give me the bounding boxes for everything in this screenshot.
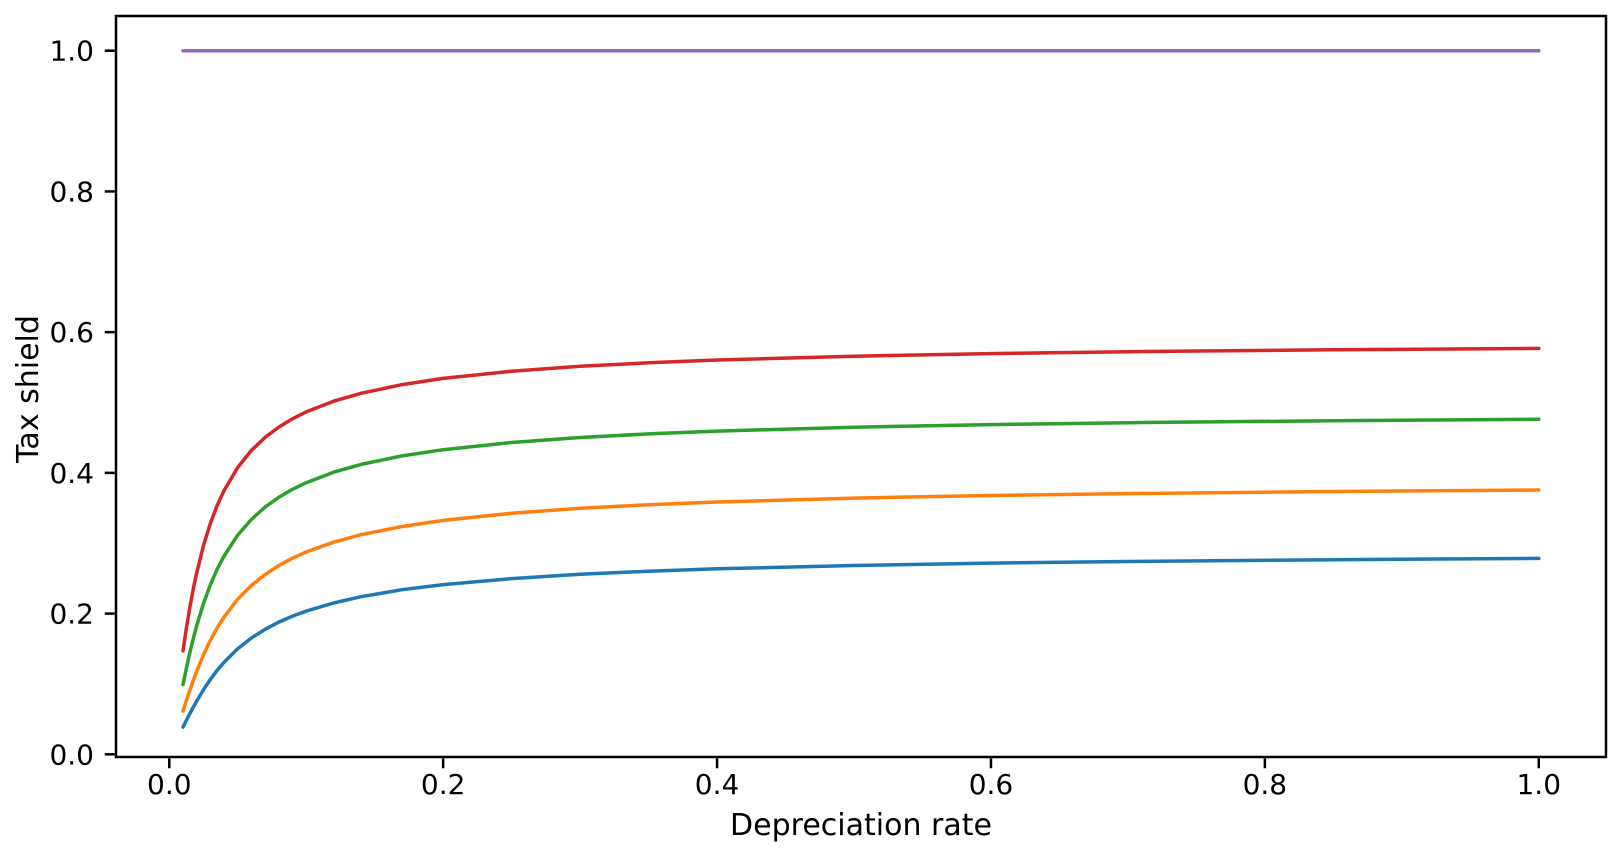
series-green-line bbox=[181, 417, 1541, 687]
x-tick-label-0.4: 0.4 bbox=[695, 768, 740, 801]
plot-spines bbox=[114, 14, 1608, 759]
series-orange-line bbox=[181, 488, 1541, 713]
y-tick-label-0.6: 0.6 bbox=[49, 316, 94, 349]
y-axis-label: Tax shield bbox=[11, 315, 46, 464]
x-tick-label-0.6: 0.6 bbox=[969, 768, 1014, 801]
series-blue-line bbox=[181, 556, 1541, 729]
x-tick-label-1.0: 1.0 bbox=[1516, 768, 1561, 801]
x-axis-label: Depreciation rate bbox=[730, 808, 992, 843]
x-tick-label-0.2: 0.2 bbox=[421, 768, 466, 801]
x-tick-label-0.0: 0.0 bbox=[147, 768, 192, 801]
y-tick-label-0.8: 0.8 bbox=[49, 175, 94, 208]
y-tick-label-0.4: 0.4 bbox=[49, 457, 94, 490]
y-tick-label-0.2: 0.2 bbox=[49, 598, 94, 631]
series-red-line bbox=[181, 346, 1541, 653]
y-tick-label-1.0: 1.0 bbox=[49, 35, 94, 68]
y-tick-label-0.0: 0.0 bbox=[49, 738, 94, 771]
x-tick-label-0.8: 0.8 bbox=[1243, 768, 1288, 801]
